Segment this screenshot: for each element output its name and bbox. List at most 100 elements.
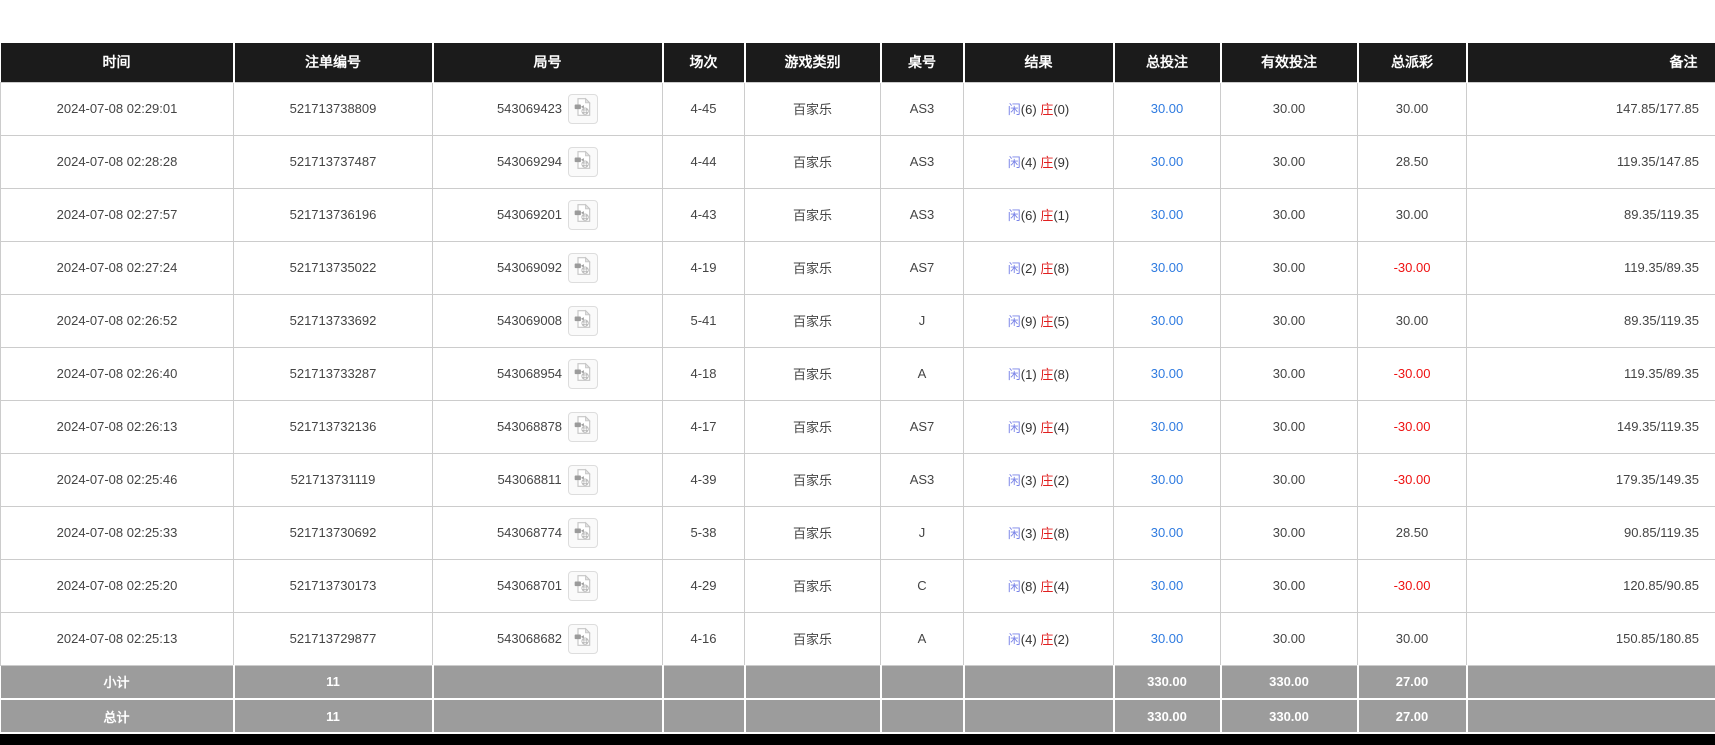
grand-total-empty-cell <box>661 698 746 734</box>
video-replay-button[interactable] <box>568 146 599 177</box>
result-cell: 闲(4) 庄(2) <box>963 611 1114 666</box>
table-row: 2024-07-08 02:25:13 521713729877 5430686… <box>0 611 1715 666</box>
round-id-cell: 543068954 <box>432 346 663 401</box>
total-bet-link[interactable]: 30.00 <box>1150 472 1184 487</box>
col-header-valid-bet: 有效投注 <box>1220 43 1359 82</box>
total-bet-link[interactable]: 30.00 <box>1150 260 1184 275</box>
valid-bet-cell: 30.00 <box>1220 346 1358 401</box>
time-cell: 2024-07-08 02:25:13 <box>0 611 234 666</box>
remark-cell: 119.35/89.35 <box>1466 346 1715 401</box>
session-cell: 4-45 <box>662 81 745 136</box>
subtotal-empty-cell <box>431 664 664 700</box>
session-cell: 4-16 <box>662 611 745 666</box>
video-replay-button[interactable] <box>568 517 599 548</box>
game-type-cell: 百家乐 <box>744 611 881 666</box>
total-payout-cell: -30.00 <box>1357 346 1467 401</box>
table-no-cell: A <box>880 611 964 666</box>
remark-cell: 120.85/90.85 <box>1466 558 1715 613</box>
total-bet-link[interactable]: 30.00 <box>1150 313 1184 328</box>
valid-bet-cell: 30.00 <box>1220 611 1358 666</box>
banker-result-label: 庄 <box>1040 367 1054 382</box>
game-type-cell: 百家乐 <box>744 346 881 401</box>
round-id-value: 543068878 <box>496 419 563 434</box>
payout-value: -30.00 <box>1393 419 1431 434</box>
player-result-label: 闲 <box>1007 261 1021 276</box>
session-cell: 5-41 <box>662 293 745 348</box>
round-id-value: 543068774 <box>496 525 563 540</box>
session-cell: 4-44 <box>662 134 745 189</box>
table-no-cell: AS7 <box>880 399 964 454</box>
banker-result-score: (2) <box>1053 473 1070 488</box>
video-replay-button[interactable] <box>568 358 599 389</box>
video-replay-button[interactable] <box>568 411 599 442</box>
video-file-icon <box>573 627 593 650</box>
total-bet-cell: 30.00 <box>1113 452 1221 507</box>
bet-id-cell: 521713736196 <box>233 187 433 242</box>
total-bet-link[interactable]: 30.00 <box>1150 631 1184 646</box>
player-result-label: 闲 <box>1007 632 1021 647</box>
banker-result-label: 庄 <box>1040 102 1054 117</box>
video-replay-button[interactable] <box>568 570 599 601</box>
grand-total-valid-bet: 330.00 <box>1219 698 1359 734</box>
video-replay-button[interactable] <box>568 252 599 283</box>
video-file-icon <box>573 574 593 597</box>
banker-result-label: 庄 <box>1040 632 1054 647</box>
player-result-score: (8) <box>1020 579 1037 594</box>
total-bet-cell: 30.00 <box>1113 346 1221 401</box>
game-type-cell: 百家乐 <box>744 134 881 189</box>
grand-total-empty-cell <box>743 698 882 734</box>
total-bet-link[interactable]: 30.00 <box>1150 207 1184 222</box>
video-file-icon <box>573 309 593 332</box>
subtotal-row: 小计 11 330.00 330.00 27.00 <box>0 664 1715 700</box>
total-bet-cell: 30.00 <box>1113 240 1221 295</box>
time-cell: 2024-07-08 02:27:24 <box>0 240 234 295</box>
table-row: 2024-07-08 02:28:28 521713737487 5430692… <box>0 134 1715 189</box>
total-bet-link[interactable]: 30.00 <box>1150 101 1184 116</box>
round-id-cell: 543069201 <box>432 187 663 242</box>
valid-bet-cell: 30.00 <box>1220 505 1358 560</box>
video-replay-button[interactable] <box>568 93 599 124</box>
valid-bet-cell: 30.00 <box>1220 240 1358 295</box>
total-bet-link[interactable]: 30.00 <box>1150 419 1184 434</box>
player-result-label: 闲 <box>1007 208 1021 223</box>
total-bet-cell: 30.00 <box>1113 505 1221 560</box>
total-bet-link[interactable]: 30.00 <box>1150 525 1184 540</box>
banker-result-label: 庄 <box>1040 473 1054 488</box>
table-no-cell: AS3 <box>880 81 964 136</box>
game-type-cell: 百家乐 <box>744 240 881 295</box>
banker-result-score: (4) <box>1053 420 1070 435</box>
total-payout-cell: -30.00 <box>1357 558 1467 613</box>
valid-bet-cell: 30.00 <box>1220 558 1358 613</box>
table-no-cell: A <box>880 346 964 401</box>
bet-id-cell: 521713738809 <box>233 81 433 136</box>
player-result-score: (3) <box>1020 526 1037 541</box>
valid-bet-cell: 30.00 <box>1220 452 1358 507</box>
total-bet-link[interactable]: 30.00 <box>1150 366 1184 381</box>
video-replay-button[interactable] <box>568 305 599 336</box>
round-id-value: 543068811 <box>497 472 562 487</box>
table-no-cell: J <box>880 505 964 560</box>
total-payout-cell: 30.00 <box>1357 293 1467 348</box>
table-no-cell: J <box>880 293 964 348</box>
payout-value: 30.00 <box>1395 101 1429 116</box>
time-cell: 2024-07-08 02:25:46 <box>0 452 234 507</box>
player-result-score: (9) <box>1020 314 1037 329</box>
total-bet-cell: 30.00 <box>1113 611 1221 666</box>
video-replay-button[interactable] <box>568 623 599 654</box>
video-replay-button[interactable] <box>568 199 599 230</box>
table-no-cell: C <box>880 558 964 613</box>
total-bet-link[interactable]: 30.00 <box>1150 154 1184 169</box>
session-cell: 4-43 <box>662 187 745 242</box>
player-result-score: (3) <box>1020 473 1037 488</box>
session-cell: 4-39 <box>662 452 745 507</box>
bet-records-table: 时间 注单编号 局号 场次 游戏类别 桌号 结果 总投注 有效投注 总派彩 备注… <box>0 43 1715 734</box>
col-header-total-payout: 总派彩 <box>1357 43 1468 82</box>
total-payout-cell: -30.00 <box>1357 399 1467 454</box>
total-bet-link[interactable]: 30.00 <box>1150 578 1184 593</box>
subtotal-empty-cell <box>879 664 965 700</box>
video-replay-button[interactable] <box>567 464 598 495</box>
valid-bet-cell: 30.00 <box>1220 293 1358 348</box>
player-result-label: 闲 <box>1007 420 1021 435</box>
video-file-icon <box>573 521 593 544</box>
col-header-result: 结果 <box>963 43 1115 82</box>
